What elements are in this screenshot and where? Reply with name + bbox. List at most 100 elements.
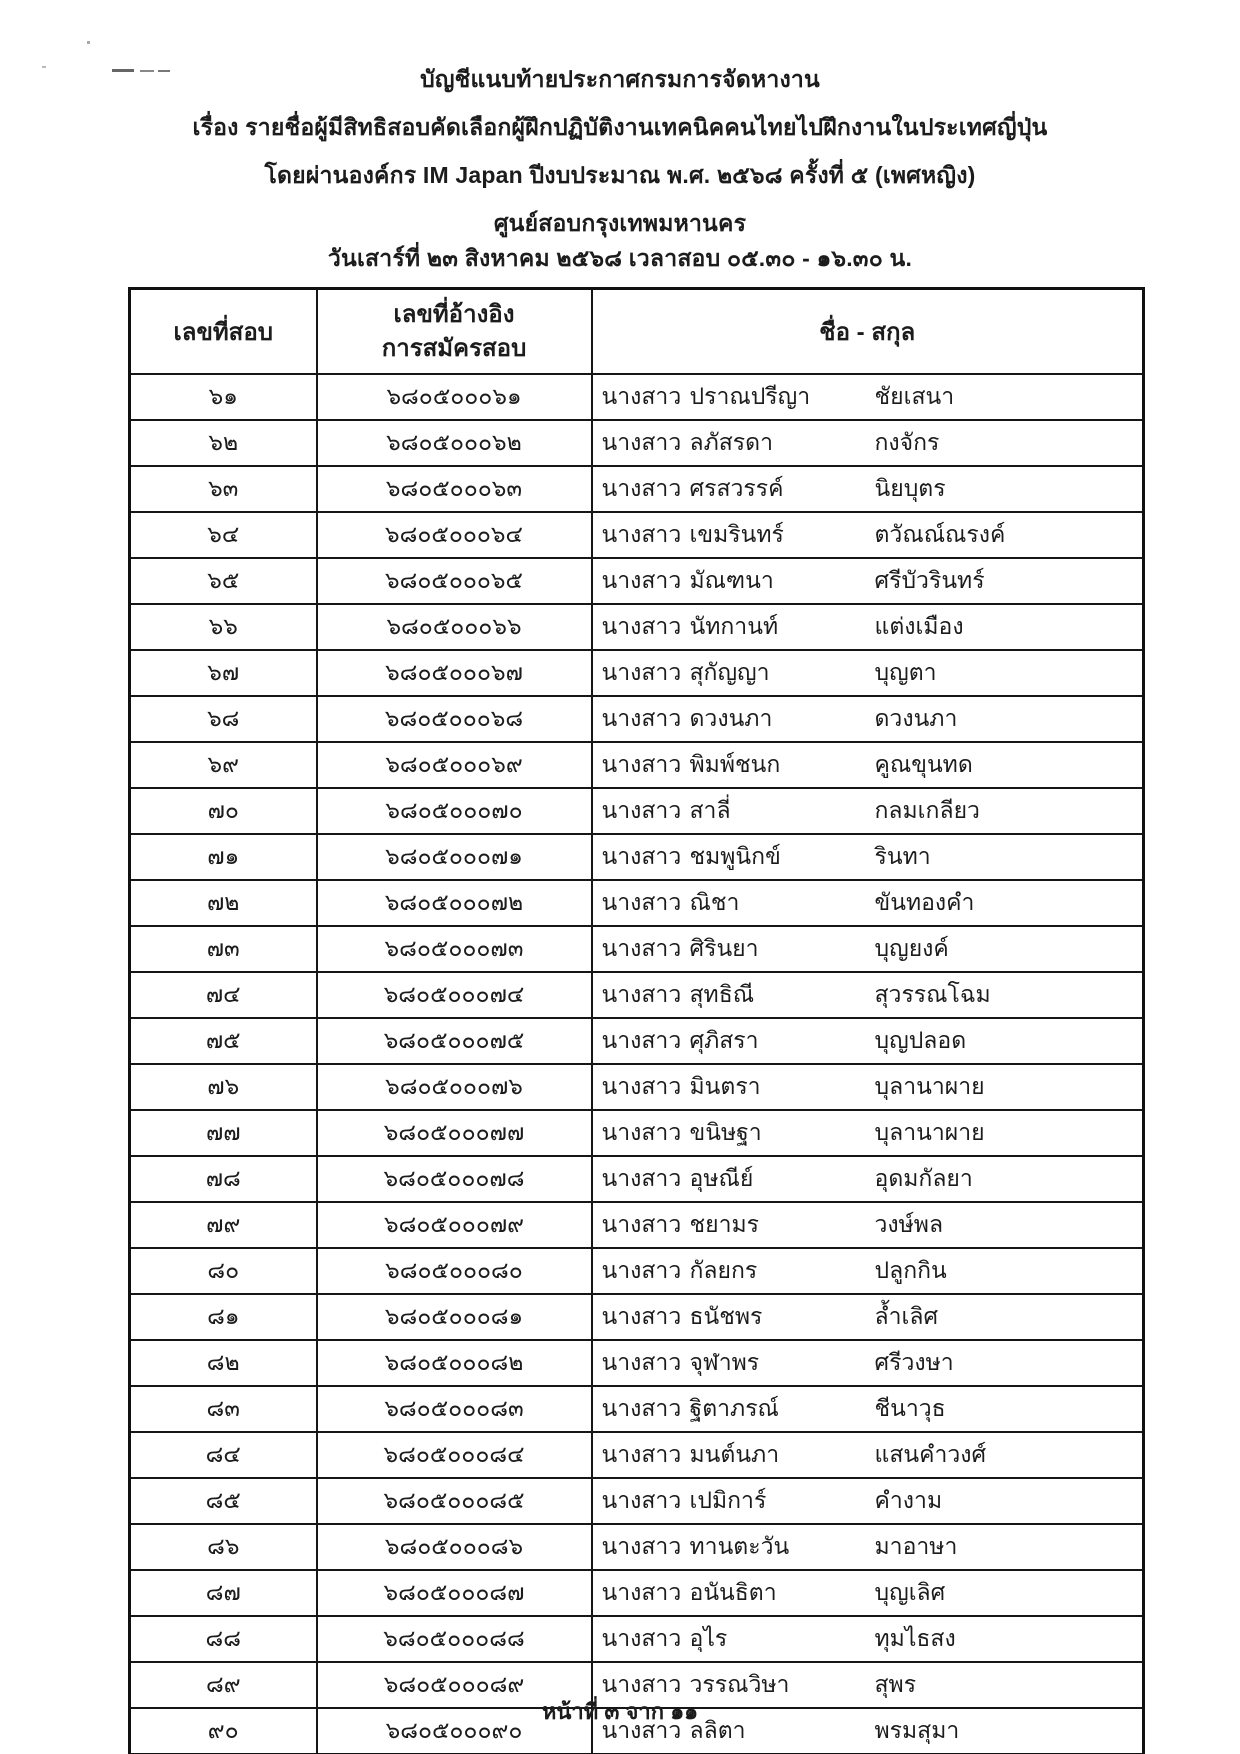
table-row: ๖๕ ๖๘๐๕๐๐๐๖๕ นางสาว มัณฑนา ศรีบัวรินทร์ bbox=[128, 557, 1145, 605]
name-cell: นางสาว ดวงนภา ดวงนภา bbox=[590, 695, 1145, 743]
last-name: คูณขุนทด bbox=[874, 751, 973, 777]
name-cell: นางสาว จุฬาพร ศรีวงษา bbox=[590, 1339, 1145, 1387]
name-cell: นางสาว มนต์นภา แสนคำวงศ์ bbox=[590, 1431, 1145, 1479]
first-name: ลลิตา bbox=[689, 1717, 746, 1743]
reference-number-cell: ๖๘๐๕๐๐๐๗๖ bbox=[315, 1063, 593, 1111]
last-name: บุญตา bbox=[874, 659, 937, 685]
reference-number-cell: ๖๘๐๕๐๐๐๖๖ bbox=[315, 603, 593, 651]
name-title: นางสาว bbox=[601, 1303, 682, 1329]
last-name: ชัยเสนา bbox=[874, 383, 955, 409]
table-body: ๖๑ ๖๘๐๕๐๐๐๖๑ นางสาว ปราณปรีญา ชัยเสนา ๖๒… bbox=[128, 373, 1145, 1754]
first-name: สุกัญญา bbox=[689, 659, 770, 685]
table-row: ๘๑ ๖๘๐๕๐๐๐๘๑ นางสาว ธนัชพร ล้ำเลิศ bbox=[128, 1293, 1145, 1341]
last-name: นิยบุตร bbox=[874, 475, 946, 501]
name-title: นางสาว bbox=[601, 429, 682, 455]
first-name: ศรสวรรค์ bbox=[689, 475, 784, 501]
name-title: นางสาว bbox=[601, 705, 682, 731]
table-row: ๖๔ ๖๘๐๕๐๐๐๖๔ นางสาว เขมรินทร์ ตวัณณ์ณรงค… bbox=[128, 511, 1145, 559]
name-title: นางสาว bbox=[601, 1625, 682, 1651]
column-header-name-surname: ชื่อ - สกุล bbox=[590, 287, 1145, 375]
table-row: ๘๒ ๖๘๐๕๐๐๐๘๒ นางสาว จุฬาพร ศรีวงษา bbox=[128, 1339, 1145, 1387]
name-cell: นางสาว ชยามร วงษ์พล bbox=[590, 1201, 1145, 1249]
first-name: เปมิการ์ bbox=[689, 1487, 767, 1513]
name-wrapper: นางสาว ขนิษฐา บุลานาผาย bbox=[593, 1115, 1143, 1151]
name-cell: นางสาว กัลยกร ปลูกกิน bbox=[590, 1247, 1145, 1295]
last-name: ดวงนภา bbox=[874, 705, 958, 731]
first-name: นัทกานท์ bbox=[689, 613, 779, 639]
name-cell: นางสาว ปราณปรีญา ชัยเสนา bbox=[590, 373, 1145, 421]
name-title: นางสาว bbox=[601, 889, 682, 915]
exam-number-cell: ๗๖ bbox=[128, 1063, 318, 1111]
first-name: อุษณีย์ bbox=[689, 1165, 754, 1191]
exam-number-cell: ๘๕ bbox=[128, 1477, 318, 1525]
reference-number-cell: ๖๘๐๕๐๐๐๘๔ bbox=[315, 1431, 593, 1479]
table-row: ๖๙ ๖๘๐๕๐๐๐๖๙ นางสาว พิมพ์ชนก คูณขุนทด bbox=[128, 741, 1145, 789]
table-header-row: เลขที่สอบ เลขที่อ้างอิง การสมัครสอบ ชื่อ… bbox=[128, 287, 1145, 375]
reference-number-cell: ๖๘๐๕๐๐๐๘๕ bbox=[315, 1477, 593, 1525]
first-name: ขนิษฐา bbox=[689, 1119, 762, 1145]
name-wrapper: นางสาว สุทธิณี สุวรรณโฉม bbox=[593, 977, 1143, 1013]
last-name: อุดมกัลยา bbox=[874, 1165, 973, 1191]
first-name: อนันธิตา bbox=[689, 1579, 777, 1605]
table-row: ๖๖ ๖๘๐๕๐๐๐๖๖ นางสาว นัทกานท์ แต่งเมือง bbox=[128, 603, 1145, 651]
exam-number-cell: ๗๘ bbox=[128, 1155, 318, 1203]
last-name: วงษ์พล bbox=[874, 1211, 944, 1237]
table-row: ๗๐ ๖๘๐๕๐๐๐๗๐ นางสาว สาลี่ กลมเกลียว bbox=[128, 787, 1145, 835]
first-name: สุทธิณี bbox=[689, 981, 755, 1007]
exam-number-cell: ๖๑ bbox=[128, 373, 318, 421]
name-wrapper: นางสาว ศิรินยา บุญยงค์ bbox=[593, 931, 1143, 967]
column-header-reference-number: เลขที่อ้างอิง การสมัครสอบ bbox=[315, 287, 593, 375]
exam-number-cell: ๘๒ bbox=[128, 1339, 318, 1387]
name-title: นางสาว bbox=[601, 1533, 682, 1559]
last-name: แสนคำวงศ์ bbox=[874, 1441, 987, 1467]
name-cell: นางสาว สาลี่ กลมเกลียว bbox=[590, 787, 1145, 835]
exam-number-cell: ๘๐ bbox=[128, 1247, 318, 1295]
column-header-exam-number: เลขที่สอบ bbox=[128, 287, 318, 375]
reference-number-cell: ๖๘๐๕๐๐๐๗๑ bbox=[315, 833, 593, 881]
table-row: ๘๕ ๖๘๐๕๐๐๐๘๕ นางสาว เปมิการ์ คำงาม bbox=[128, 1477, 1145, 1525]
name-title: นางสาว bbox=[601, 1257, 682, 1283]
name-title: นางสาว bbox=[601, 1671, 682, 1697]
first-name: มัณฑนา bbox=[689, 567, 774, 593]
table-row: ๖๓ ๖๘๐๕๐๐๐๖๓ นางสาว ศรสวรรค์ นิยบุตร bbox=[128, 465, 1145, 513]
exam-number-cell: ๖๖ bbox=[128, 603, 318, 651]
name-wrapper: นางสาว ณิชา ขันทองคำ bbox=[593, 885, 1143, 921]
name-cell: นางสาว อุษณีย์ อุดมกัลยา bbox=[590, 1155, 1145, 1203]
exam-number-cell: ๗๙ bbox=[128, 1201, 318, 1249]
name-title: นางสาว bbox=[601, 843, 682, 869]
scan-artifact bbox=[140, 70, 154, 72]
exam-center-line: ศูนย์สอบกรุงเทพมหานคร bbox=[493, 210, 747, 236]
name-title: นางสาว bbox=[601, 1487, 682, 1513]
name-cell: นางสาว อุไร ทุมไธสง bbox=[590, 1615, 1145, 1663]
exam-number-cell: ๗๔ bbox=[128, 971, 318, 1019]
first-name: ฐิตาภรณ์ bbox=[689, 1395, 779, 1421]
name-wrapper: นางสาว มัณฑนา ศรีบัวรินทร์ bbox=[593, 563, 1143, 599]
table-row: ๘๗ ๖๘๐๕๐๐๐๘๗ นางสาว อนันธิตา บุญเลิศ bbox=[128, 1569, 1145, 1617]
last-name: ศรีวงษา bbox=[874, 1349, 954, 1375]
name-cell: นางสาว วรรณวิษา สุพร bbox=[590, 1661, 1145, 1709]
first-name: สาลี่ bbox=[689, 797, 731, 823]
name-title: นางสาว bbox=[601, 521, 682, 547]
exam-number-cell: ๖๗ bbox=[128, 649, 318, 697]
first-name: ณิชา bbox=[689, 889, 740, 915]
exam-number-cell: ๗๕ bbox=[128, 1017, 318, 1065]
reference-number-cell: ๖๘๐๕๐๐๐๘๗ bbox=[315, 1569, 593, 1617]
reference-number-cell: ๖๘๐๕๐๐๐๗๗ bbox=[315, 1109, 593, 1157]
name-title: นางสาว bbox=[601, 567, 682, 593]
page-number-indicator: หน้าที่ ๓ จาก ๑๑ bbox=[541, 1699, 699, 1724]
document-title-line-3: โดยผ่านองค์กร IM Japan ปีงบประมาณ พ.ศ. ๒… bbox=[264, 162, 976, 188]
column-header-reference-line2: การสมัครสอบ bbox=[381, 334, 527, 362]
reference-number-cell: ๖๘๐๕๐๐๐๘๘ bbox=[315, 1615, 593, 1663]
name-wrapper: นางสาว เปมิการ์ คำงาม bbox=[593, 1483, 1143, 1519]
last-name: ตวัณณ์ณรงค์ bbox=[874, 521, 1006, 547]
name-wrapper: นางสาว สุกัญญา บุญตา bbox=[593, 655, 1143, 691]
exam-number-cell: ๗๗ bbox=[128, 1109, 318, 1157]
last-name: บุญยงค์ bbox=[874, 935, 949, 961]
exam-number-cell: ๘๗ bbox=[128, 1569, 318, 1617]
name-title: นางสาว bbox=[601, 935, 682, 961]
name-wrapper: นางสาว จุฬาพร ศรีวงษา bbox=[593, 1345, 1143, 1381]
table-row: ๖๘ ๖๘๐๕๐๐๐๖๘ นางสาว ดวงนภา ดวงนภา bbox=[128, 695, 1145, 743]
last-name: กลมเกลียว bbox=[874, 797, 980, 823]
table-row: ๖๒ ๖๘๐๕๐๐๐๖๒ นางสาว ลภัสรดา กงจักร bbox=[128, 419, 1145, 467]
